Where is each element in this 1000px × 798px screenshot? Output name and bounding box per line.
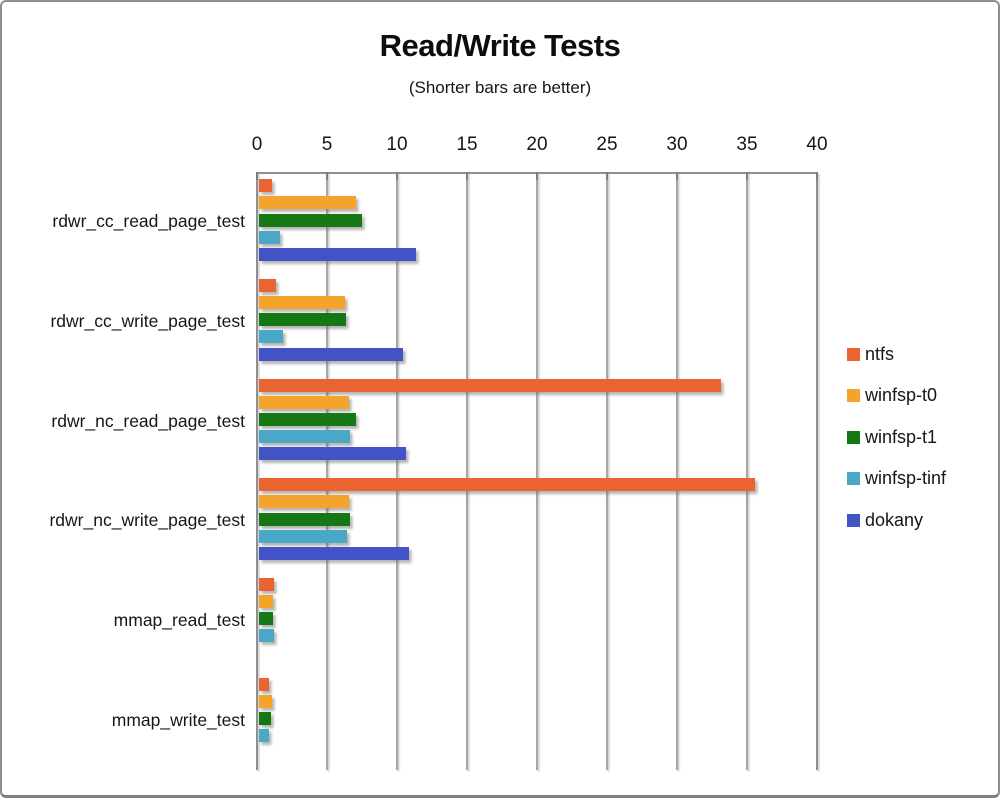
legend-label-winfsp-t0: winfsp-t0 [865, 385, 938, 406]
bar-dokany-rdwr_cc_read_page_test [259, 248, 416, 261]
bar-winfsp-tinf-rdwr_cc_read_page_test [259, 230, 280, 244]
chart-subtitle: (Shorter bars are better) [408, 78, 592, 97]
legend-label-winfsp-t1: winfsp-t1 [865, 426, 938, 447]
plot-area: 0 5 10 15 20 25 30 35 40 [252, 134, 828, 770]
category-label-mmap_read_test: mmap_read_test [113, 609, 245, 630]
x-tickmark-25 [606, 172, 608, 180]
legend-label-winfsp-tinf: winfsp-tinf [865, 468, 947, 489]
bar-winfsp-tinf-rdwr_cc_write_page_test [259, 330, 283, 344]
bar-winfsp-t0-mmap_write_test [259, 694, 272, 708]
bar-winfsp-t1-rdwr_nc_read_page_test [259, 412, 357, 426]
bar-ntfs-mmap_write_test [259, 677, 269, 691]
bar-winfsp-t1-mmap_write_test [259, 711, 271, 725]
category-label-rdwr_cc_read_page_test: rdwr_cc_read_page_test [52, 211, 245, 232]
bar-ntfs-rdwr_nc_read_page_test [259, 378, 721, 392]
x-tickmark-0 [256, 172, 258, 180]
gridline-x-5 [326, 172, 328, 770]
x-tickmark-5 [326, 172, 328, 180]
gridline-x-40 [816, 172, 819, 770]
bar-winfsp-t0-mmap_read_test [259, 595, 273, 609]
legend-label-ntfs: ntfs [865, 343, 895, 364]
legend-item-dokany: dokany [847, 509, 923, 531]
x-tick-label-15: 15 [456, 134, 478, 155]
bar-dokany-rdwr_nc_write_page_test [259, 547, 409, 560]
bar-winfsp-t0-rdwr_cc_write_page_test [259, 296, 346, 310]
category-label-rdwr_nc_read_page_test: rdwr_nc_read_page_test [51, 410, 245, 431]
x-tick-label-30: 30 [666, 134, 688, 155]
gridline-x-20 [536, 172, 538, 770]
x-tickmark-40 [816, 172, 818, 180]
legend-swatch-winfsp-t1 [847, 430, 860, 444]
gridline-x-10 [396, 172, 398, 770]
chart-title: Read/Write Tests [379, 28, 621, 63]
legend-item-ntfs: ntfs [847, 343, 894, 365]
bar-dokany-rdwr_cc_write_page_test [259, 347, 404, 361]
bar-dokany-rdwr_nc_read_page_test [259, 447, 406, 461]
x-tickmark-30 [676, 172, 678, 180]
legend-swatch-winfsp-t0 [847, 389, 860, 403]
bar-winfsp-tinf-mmap_read_test [259, 629, 274, 643]
gridline-x-25 [606, 172, 608, 770]
bar-ntfs-rdwr_cc_write_page_test [259, 278, 276, 292]
x-tickmark-10 [396, 172, 398, 180]
bar-ntfs-mmap_read_test [259, 577, 274, 591]
category-label-rdwr_cc_write_page_test: rdwr_cc_write_page_test [50, 310, 245, 331]
gridline-x-15 [466, 172, 468, 770]
x-tick-label-20: 20 [526, 134, 548, 155]
bar-winfsp-t0-rdwr_cc_read_page_test [259, 196, 356, 210]
x-tickmark-15 [466, 172, 468, 180]
legend-item-winfsp-tinf: winfsp-tinf [847, 468, 946, 490]
gridline-x-30 [676, 172, 678, 770]
x-tick-label-40: 40 [806, 134, 828, 155]
legend-label-dokany: dokany [865, 509, 924, 530]
bar-winfsp-t1-rdwr_cc_read_page_test [259, 213, 362, 227]
legend-item-winfsp-t1: winfsp-t1 [847, 426, 937, 448]
bar-ntfs-rdwr_nc_write_page_test [259, 478, 755, 492]
bar-winfsp-t0-rdwr_nc_write_page_test [259, 495, 349, 509]
bar-winfsp-tinf-rdwr_nc_read_page_test [259, 430, 350, 444]
bar-winfsp-t1-mmap_read_test [259, 612, 273, 626]
legend-swatch-ntfs [847, 347, 860, 361]
category-label-rdwr_nc_write_page_test: rdwr_nc_write_page_test [49, 510, 245, 531]
x-tick-label-25: 25 [596, 134, 618, 155]
gridline-x-0 [256, 172, 259, 770]
bar-ntfs-rdwr_cc_read_page_test [259, 179, 273, 193]
x-tick-label-35: 35 [736, 134, 758, 155]
gridline-x-35 [746, 172, 748, 770]
x-tickmark-20 [536, 172, 538, 180]
x-tick-label-5: 5 [321, 134, 333, 155]
bar-winfsp-tinf-mmap_write_test [259, 729, 269, 743]
bar-winfsp-t1-rdwr_cc_write_page_test [259, 313, 346, 327]
x-tick-label-0: 0 [251, 134, 263, 155]
legend-item-winfsp-t0: winfsp-t0 [847, 385, 937, 407]
category-label-mmap_write_test: mmap_write_test [111, 709, 245, 730]
bar-winfsp-t0-rdwr_nc_read_page_test [259, 395, 349, 409]
legend-swatch-winfsp-tinf [847, 472, 860, 486]
x-tickmark-35 [746, 172, 748, 180]
legend-swatch-dokany [847, 513, 860, 527]
bar-winfsp-tinf-rdwr_nc_write_page_test [259, 529, 348, 543]
bar-winfsp-t1-rdwr_nc_write_page_test [259, 512, 350, 526]
x-tick-label-10: 10 [386, 134, 408, 155]
